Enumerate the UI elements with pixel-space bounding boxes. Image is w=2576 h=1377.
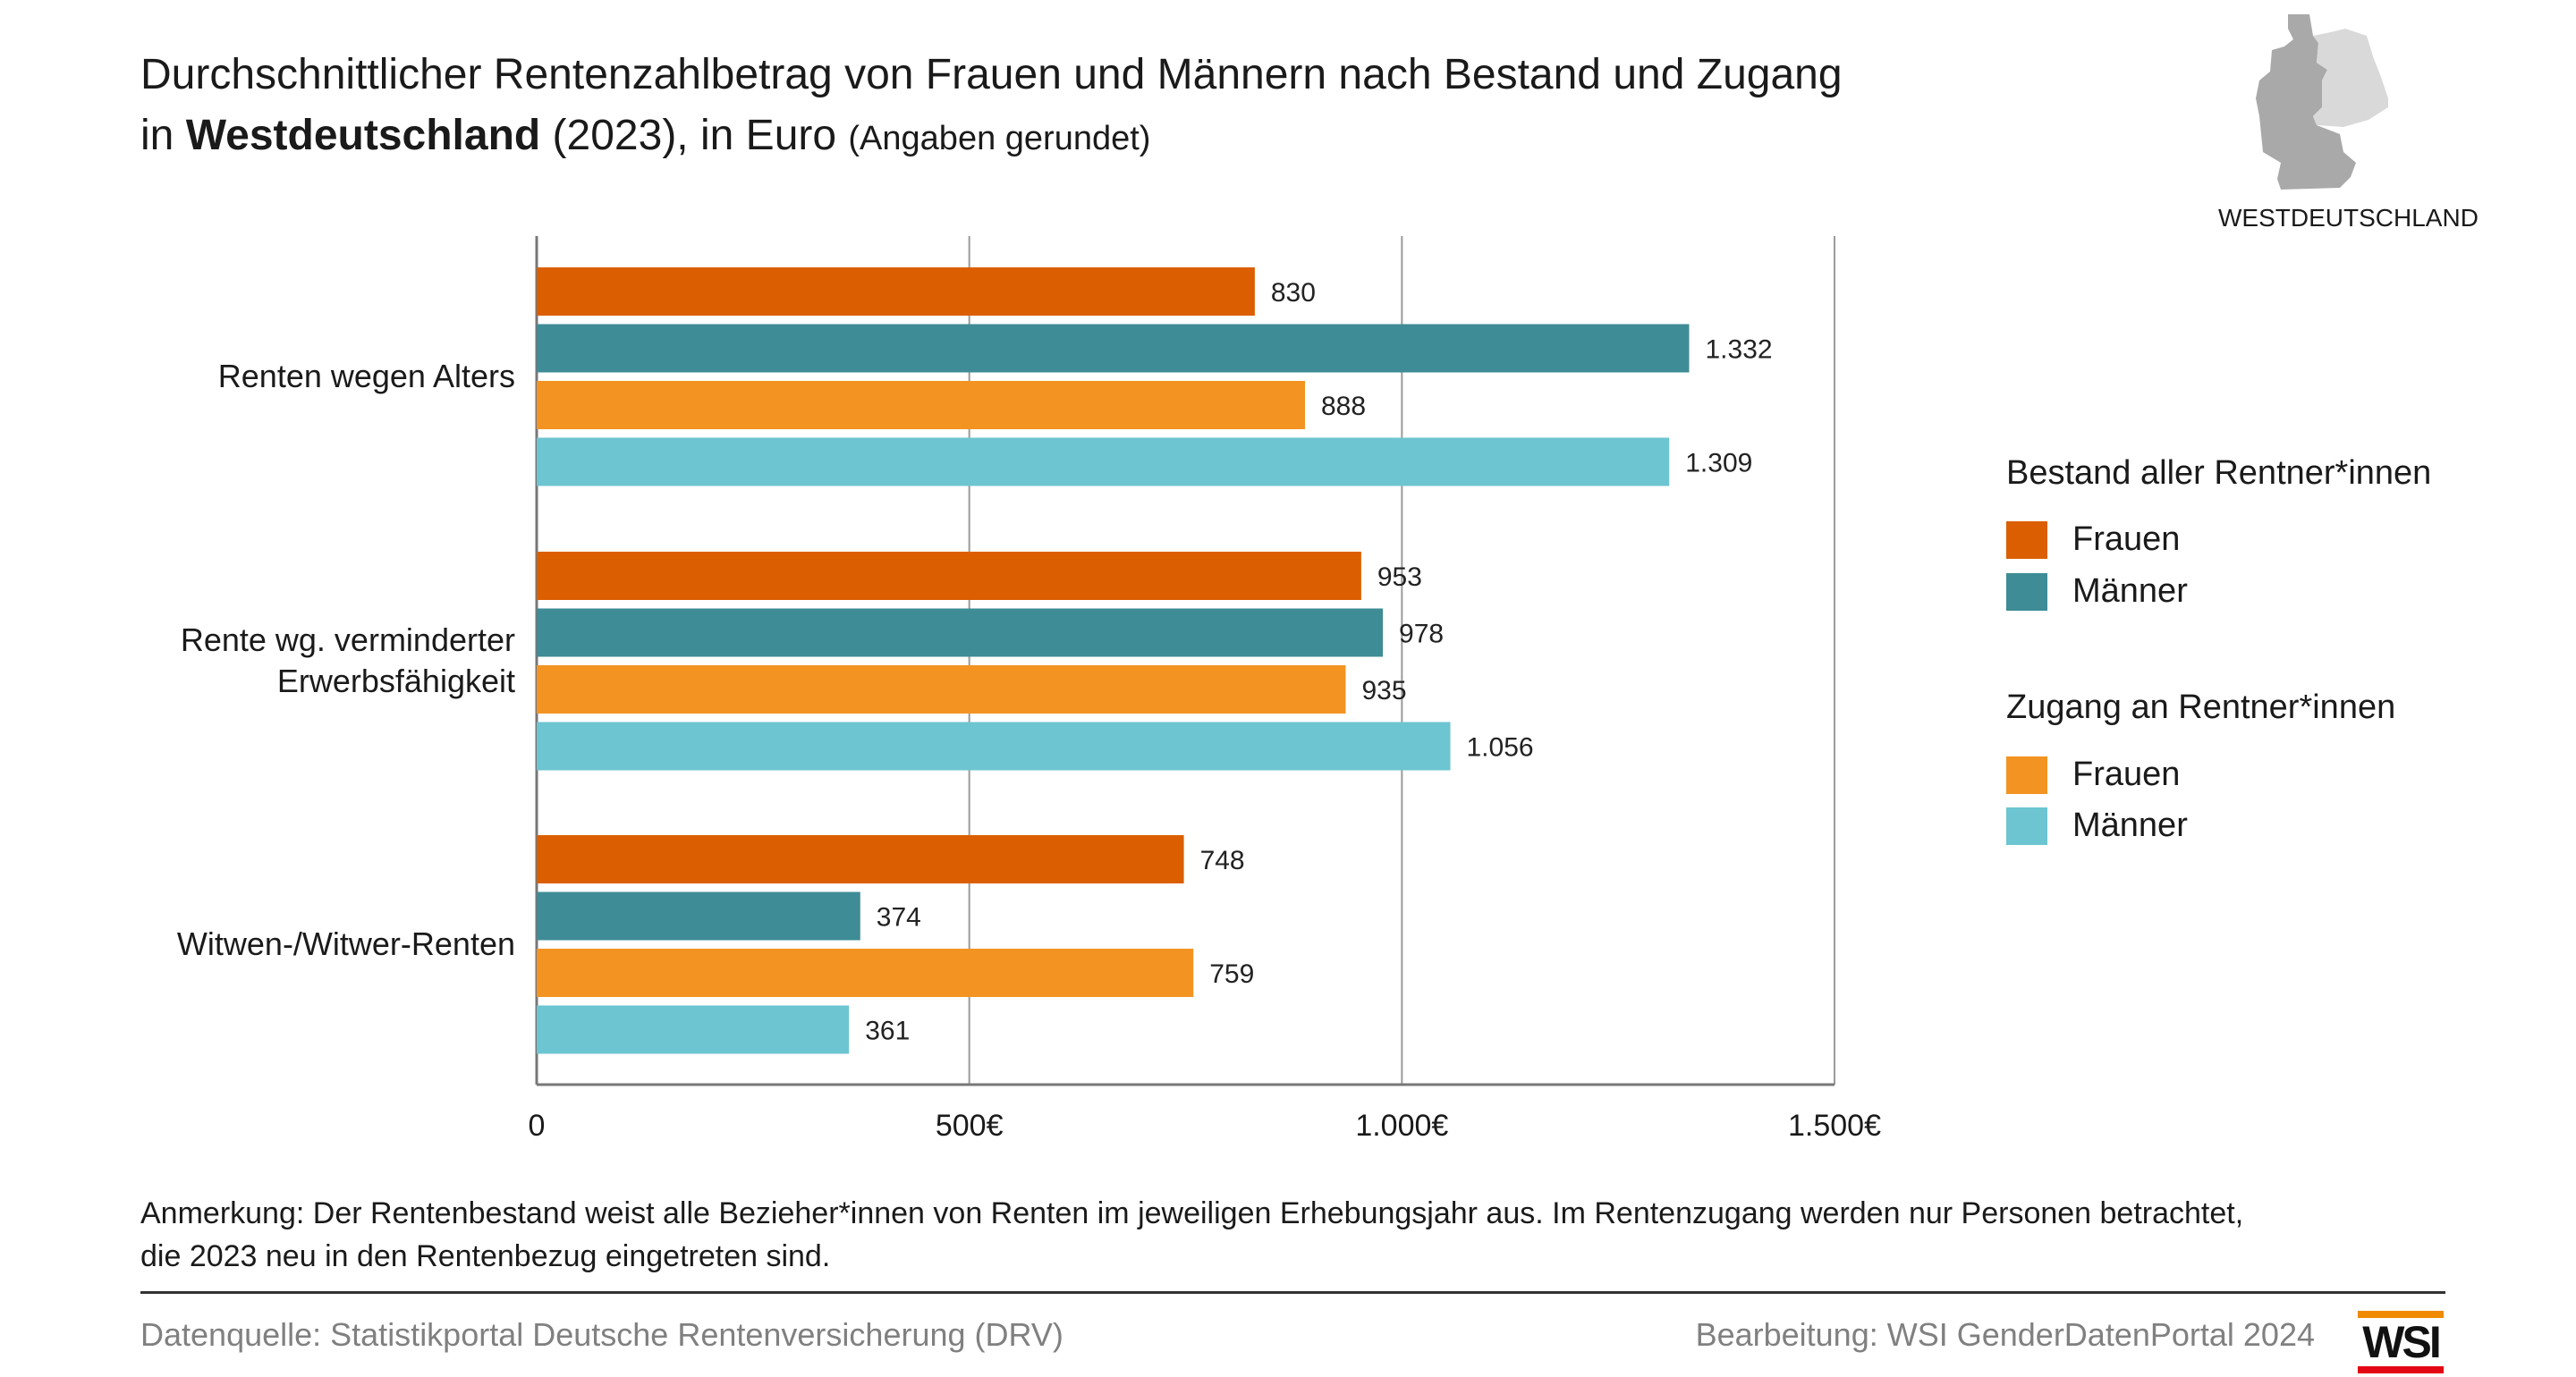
legend-header: Bestand aller Rentner*innen <box>2006 454 2432 492</box>
title-note: (Angaben gerundet) <box>848 120 1151 157</box>
legend-item: Männer <box>2006 807 2188 845</box>
bar <box>537 891 860 941</box>
bar <box>537 665 1346 714</box>
legend-label: Männer <box>2072 807 2188 844</box>
data-source: Datenquelle: Statistikportal Deutsche Re… <box>140 1316 1063 1353</box>
category-label-line: Rente wg. verminderter <box>180 621 515 659</box>
tick-label: 1.500€ <box>1788 1109 1881 1143</box>
legend-swatch <box>2006 572 2047 611</box>
title-line-2: in Westdeutschland (2023), in Euro (Anga… <box>140 106 1843 169</box>
bar <box>537 552 1361 600</box>
data-label: 748 <box>1200 846 1245 875</box>
footnote-line-1: Anmerkung: Der Rentenbestand weist alle … <box>140 1196 2244 1230</box>
legend-item: Frauen <box>2006 520 2180 559</box>
credit: Bearbeitung: WSI GenderDatenPortal 2024 <box>1695 1316 2315 1353</box>
legend-header: Zugang an Rentner*innen <box>2006 688 2396 726</box>
data-label: 759 <box>1209 959 1254 989</box>
legend-label: Frauen <box>2072 520 2181 558</box>
data-label: 978 <box>1399 620 1444 649</box>
category-label: Witwen-/Witwer-Renten <box>177 924 515 965</box>
footer-divider <box>140 1291 2445 1294</box>
tick-label: 0 <box>528 1109 546 1143</box>
footnote: Anmerkung: Der Rentenbestand weist alle … <box>140 1192 2466 1278</box>
category-label-line: Witwen-/Witwer-Renten <box>176 925 515 963</box>
title-prefix: in <box>140 112 186 159</box>
germany-map-icon <box>2256 14 2388 190</box>
data-label: 1.309 <box>1685 449 1752 478</box>
bar <box>537 949 1194 997</box>
data-label: 830 <box>1271 278 1316 308</box>
map-label: WESTDEUTSCHLAND <box>2218 204 2479 232</box>
legend-item: Frauen <box>2006 756 2180 794</box>
footnote-line-2: die 2023 neu in den Rentenbezug eingetre… <box>140 1239 831 1273</box>
data-label: 935 <box>1361 676 1406 705</box>
category-label: Renten wegen Alters <box>218 356 515 397</box>
data-label: 1.332 <box>1705 335 1772 365</box>
bar <box>537 437 1670 486</box>
title-suffix: (2023), in Euro <box>540 112 849 159</box>
legend-label: Frauen <box>2072 756 2181 793</box>
category-label-line: Renten wegen Alters <box>217 358 515 395</box>
category-label-line: Erwerbsfähigkeit <box>276 663 515 700</box>
legend-label: Männer <box>2072 572 2188 610</box>
data-label: 1.056 <box>1467 733 1534 763</box>
legend-swatch <box>2006 520 2047 559</box>
chart-title: Durchschnittlicher Rentenzahlbetrag von … <box>140 45 1843 169</box>
title-region: Westdeutschland <box>185 112 541 159</box>
tick-label: 500€ <box>935 1109 1004 1143</box>
tick-label: 1.000€ <box>1355 1109 1449 1143</box>
wsi-logo: WSI <box>2358 1311 2444 1373</box>
data-label: 953 <box>1377 562 1422 592</box>
bar <box>537 324 1690 373</box>
data-label: 374 <box>877 903 921 933</box>
title-line-1: Durchschnittlicher Rentenzahlbetrag von … <box>140 51 1843 98</box>
legend-item: Männer <box>2006 572 2188 611</box>
bar <box>537 1005 850 1054</box>
bar <box>537 608 1384 657</box>
bar <box>537 381 1305 429</box>
legend-swatch <box>2006 807 2047 845</box>
bar <box>537 267 1255 316</box>
category-label: Rente wg. verminderter Erwerbsfähigkeit <box>181 620 515 702</box>
bar <box>537 835 1184 883</box>
data-label: 888 <box>1321 392 1366 421</box>
bar-chart: 830 1.332 888 1.309 953 978 935 1.056 748 374 759 3… <box>535 236 1835 1086</box>
bar <box>537 722 1451 771</box>
legend-swatch <box>2006 756 2047 794</box>
data-label: 361 <box>865 1017 910 1046</box>
